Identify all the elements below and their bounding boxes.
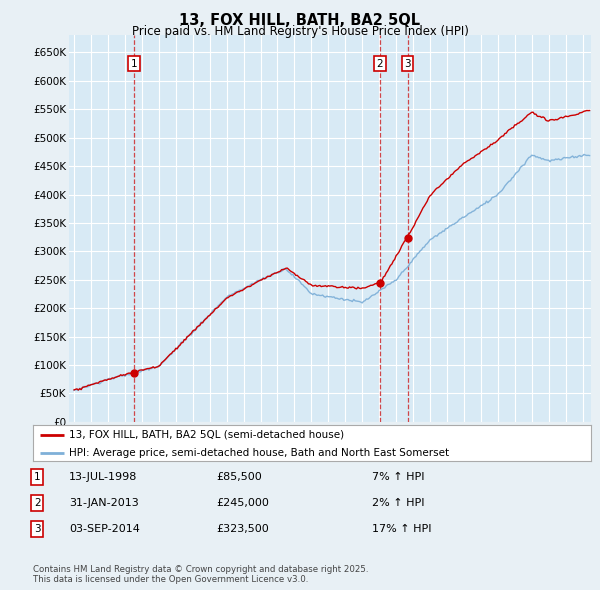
Text: 7% ↑ HPI: 7% ↑ HPI [372,472,425,481]
Text: £323,500: £323,500 [216,524,269,533]
Text: £85,500: £85,500 [216,472,262,481]
Text: Price paid vs. HM Land Registry's House Price Index (HPI): Price paid vs. HM Land Registry's House … [131,25,469,38]
Text: 13, FOX HILL, BATH, BA2 5QL (semi-detached house): 13, FOX HILL, BATH, BA2 5QL (semi-detach… [69,430,344,440]
Text: 1: 1 [131,59,137,69]
Text: 31-JAN-2013: 31-JAN-2013 [69,498,139,507]
Text: 13-JUL-1998: 13-JUL-1998 [69,472,137,481]
Text: 2: 2 [377,59,383,69]
Text: 03-SEP-2014: 03-SEP-2014 [69,524,140,533]
Text: 13, FOX HILL, BATH, BA2 5QL: 13, FOX HILL, BATH, BA2 5QL [179,13,421,28]
Text: 3: 3 [404,59,411,69]
Text: £245,000: £245,000 [216,498,269,507]
Text: HPI: Average price, semi-detached house, Bath and North East Somerset: HPI: Average price, semi-detached house,… [69,448,449,458]
Text: Contains HM Land Registry data © Crown copyright and database right 2025.
This d: Contains HM Land Registry data © Crown c… [33,565,368,584]
Text: 2% ↑ HPI: 2% ↑ HPI [372,498,425,507]
Text: 1: 1 [34,472,41,481]
Text: 2: 2 [34,498,41,507]
Text: 17% ↑ HPI: 17% ↑ HPI [372,524,431,533]
Text: 3: 3 [34,524,41,533]
